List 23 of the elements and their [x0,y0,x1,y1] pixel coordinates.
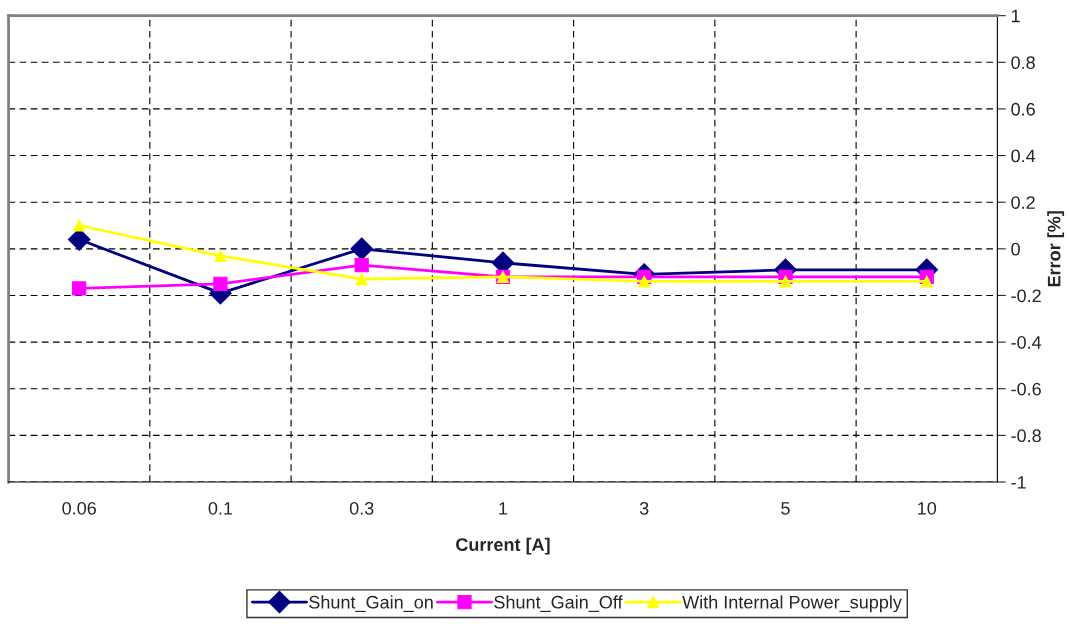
y-tick-label: -0.6 [1011,382,1041,396]
x-tick-label: 0.3 [349,501,374,515]
x-tick-label: 1 [499,502,508,515]
x-tick-label: 10 [918,501,937,515]
y-tick-label: -0.2 [1011,289,1041,303]
y-tick-label: 0.4 [1011,149,1036,163]
legend-label: Shunt_Gain_on [309,595,433,612]
y-tick-label: 0.2 [1011,196,1035,209]
y-tick-label: 0.6 [1011,102,1035,116]
x-tick-label: 3 [639,501,649,515]
x-tick-label: 0.06 [62,501,96,515]
y-tick-label: 1 [1011,9,1020,23]
x-axis-title: Current [A] [456,537,550,555]
legend-label: Shunt_Gain_Off [494,595,623,612]
y-tick-label: -1 [1011,476,1026,489]
x-tick-label: 5 [781,502,790,515]
y-axis-title: Error [%] [1047,211,1065,287]
y-tick-label: -0.4 [1011,336,1042,349]
y-tick-label: 0 [1011,242,1020,256]
x-tick-label: 0.1 [208,501,233,515]
y-tick-label: 0.8 [1011,56,1035,70]
y-tick-label: -0.8 [1011,429,1041,443]
legend-label: With Internal Power_supply [682,595,902,613]
